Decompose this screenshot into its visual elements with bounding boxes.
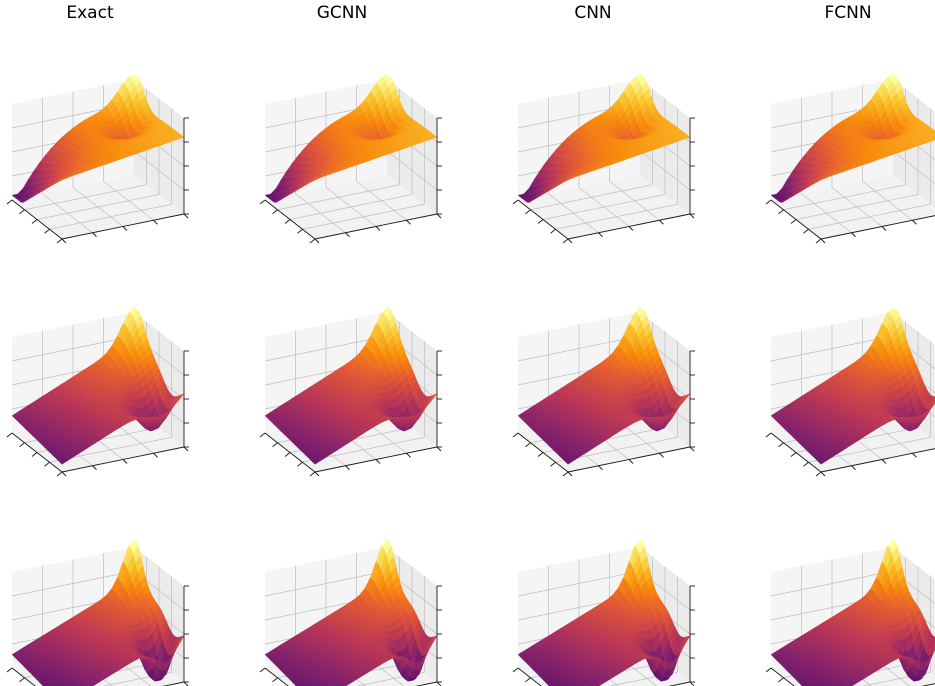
axes — [512, 585, 695, 686]
subplot-cnn-row-1 — [512, 73, 695, 244]
axes — [512, 350, 695, 477]
subplot-cnn-row-3 — [512, 539, 695, 686]
subplot-fcnn-row-1 — [765, 73, 935, 244]
column-title-cnn: CNN — [574, 3, 611, 23]
column-title-exact: Exact — [66, 3, 114, 23]
axes — [259, 117, 442, 244]
subplot-fcnn-row-3 — [765, 539, 935, 686]
floor-pane — [771, 175, 935, 239]
surface — [517, 306, 691, 465]
surface — [770, 306, 935, 465]
subplot-exact-row-2 — [6, 306, 189, 477]
subplot-gcnn-row-3 — [259, 539, 442, 686]
surface — [11, 73, 185, 203]
axes — [512, 117, 695, 244]
column-title-gcnn: GCNN — [317, 3, 367, 23]
axes — [6, 117, 189, 244]
axes — [259, 350, 442, 477]
surface — [264, 73, 438, 203]
subplot-gcnn-row-2 — [259, 306, 442, 477]
surface — [264, 539, 438, 686]
axes — [6, 585, 189, 686]
column-title-fcnn: FCNN — [824, 3, 871, 23]
subplot-fcnn-row-2 — [765, 306, 935, 477]
surface — [517, 73, 691, 203]
subplot-exact-row-3 — [6, 539, 189, 686]
subplot-grid — [6, 73, 935, 686]
surface — [770, 73, 935, 203]
surface — [517, 539, 691, 686]
surface — [264, 306, 438, 465]
axes — [765, 432, 935, 477]
axes — [259, 585, 442, 686]
surface — [11, 306, 185, 465]
subplot-gcnn-row-1 — [259, 73, 442, 244]
surface — [770, 539, 935, 686]
subplot-cnn-row-2 — [512, 306, 695, 477]
axes — [6, 350, 189, 477]
axes — [765, 667, 935, 686]
axes — [765, 199, 935, 244]
subplot-exact-row-1 — [6, 73, 189, 244]
